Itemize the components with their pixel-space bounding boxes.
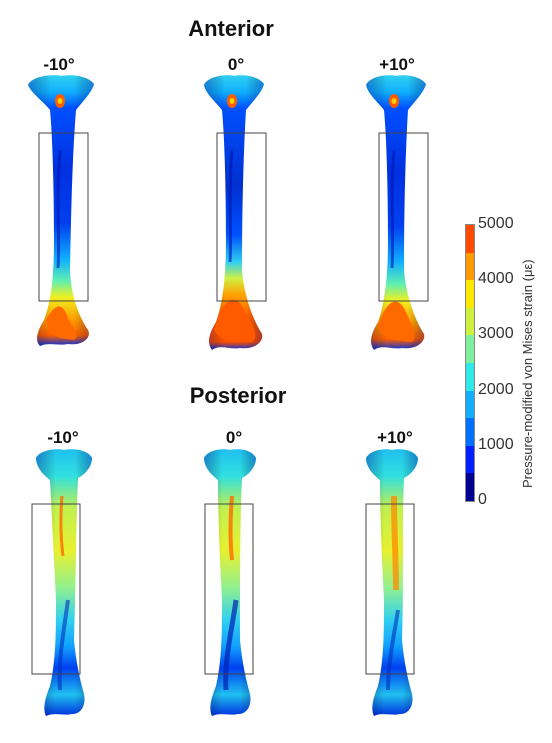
posterior-roi-box-3 <box>365 503 415 675</box>
anterior-title: Anterior <box>188 16 274 41</box>
colorbar-tick-label: 4000 <box>478 270 514 288</box>
anterior-angle-label-3: +10° <box>379 55 415 74</box>
colorbar-tick-label: 1000 <box>478 435 514 453</box>
colorbar <box>465 224 475 502</box>
anterior-bone-1 <box>28 75 94 347</box>
colorbar-segment <box>466 445 474 474</box>
colorbar-label: Pressure-modified von Mises strain (με) <box>520 259 535 488</box>
colorbar-tick-label: 3000 <box>478 325 514 343</box>
colorbar-tick-label: 2000 <box>478 380 514 398</box>
colorbar-segment <box>466 390 474 419</box>
colorbar-segment <box>466 473 474 501</box>
posterior-bone-2 <box>204 449 256 716</box>
colorbar-segment <box>466 418 474 446</box>
colorbar-segment <box>466 252 474 281</box>
posterior-roi-box-2 <box>204 503 254 675</box>
colorbar-tick-label: 5000 <box>478 215 514 232</box>
posterior-angle-label-1: -10° <box>47 428 79 447</box>
colorbar-segment <box>466 363 474 391</box>
anterior-roi-box-1 <box>38 132 89 302</box>
posterior-bone-3 <box>366 449 418 716</box>
colorbar-segment <box>466 225 474 253</box>
anterior-roi-box-3 <box>378 132 429 302</box>
anterior-bone-2 <box>204 75 264 351</box>
posterior-title: Posterior <box>189 383 287 408</box>
posterior-roi-box-1 <box>31 503 81 675</box>
posterior-bone-1 <box>36 449 92 716</box>
anterior-angle-label-2: 0° <box>227 55 245 74</box>
colorbar-tick-label: 0 <box>478 491 487 508</box>
anterior-roi-box-2 <box>216 132 267 302</box>
anterior-angle-label-1: -10° <box>43 55 75 74</box>
anterior-bone-3 <box>366 75 426 351</box>
colorbar-segment <box>466 307 474 336</box>
colorbar-segment <box>466 335 474 363</box>
colorbar-segment <box>466 280 474 308</box>
posterior-angle-label-2: 0° <box>225 428 243 447</box>
posterior-angle-label-3: +10° <box>377 428 413 447</box>
